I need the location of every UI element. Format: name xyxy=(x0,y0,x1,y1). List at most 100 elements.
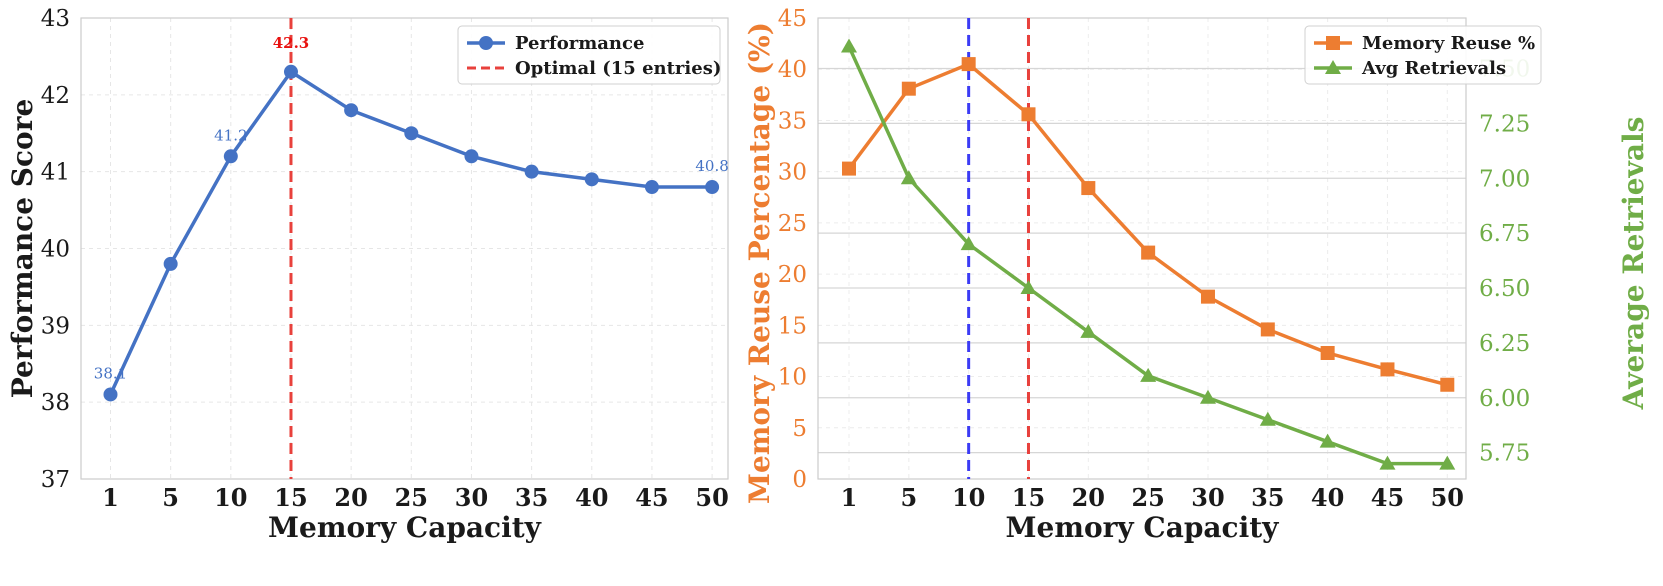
y-right-tick-label: 7.00 xyxy=(1479,166,1530,192)
x-axis-title: Memory Capacity xyxy=(268,511,542,544)
memory-reuse-point xyxy=(1260,322,1275,337)
y-left-tick-label: 0 xyxy=(792,467,807,493)
legend-box xyxy=(1304,25,1542,85)
legend-label-avg-retrievals: Avg Retrievals xyxy=(1361,58,1506,79)
y-right-tick-label: 7.25 xyxy=(1479,111,1530,137)
y-tick-label: 41 xyxy=(41,160,70,186)
memory-reuse-point xyxy=(961,57,976,72)
performance-point xyxy=(584,172,599,187)
performance-point xyxy=(644,180,659,195)
legend-marker-performance xyxy=(479,36,493,50)
x-tick-label: 1 xyxy=(102,483,119,512)
legend-box xyxy=(457,25,721,85)
x-tick-label: 45 xyxy=(635,483,668,512)
x-tick-label: 25 xyxy=(395,483,428,512)
avg-retrievals-point xyxy=(1199,389,1216,404)
chart-memory-reuse: 0510152025303540455.756.006.256.506.757.… xyxy=(743,6,1650,544)
x-tick-label: 20 xyxy=(334,483,367,512)
x-tick-label: 15 xyxy=(274,483,307,512)
x-tick-label: 35 xyxy=(1251,483,1284,512)
y-left-tick-label: 10 xyxy=(778,365,807,391)
memory-reuse-point xyxy=(1141,245,1156,260)
avg-retrievals-point xyxy=(1439,455,1456,470)
avg-retrievals-point xyxy=(1259,411,1276,426)
avg-retrievals-point xyxy=(960,236,977,251)
legend-marker-memory-reuse xyxy=(1326,36,1340,50)
legend-label-performance: Performance xyxy=(515,33,644,54)
performance-point xyxy=(223,149,238,164)
x-tick-label: 35 xyxy=(515,483,548,512)
x-tick-label: 40 xyxy=(575,483,608,512)
memory-reuse-point xyxy=(901,81,916,96)
performance-point xyxy=(283,64,298,79)
memory-reuse-point xyxy=(1440,377,1455,392)
plot-frame xyxy=(817,17,1467,480)
x-tick-label: 5 xyxy=(162,483,179,512)
y-right-tick-label: 6.25 xyxy=(1479,331,1530,357)
y-right-tick-label: 6.00 xyxy=(1479,386,1530,412)
y-left-tick-label: 40 xyxy=(778,57,807,83)
y-right-tick-label: 6.50 xyxy=(1479,276,1530,302)
memory-reuse-point xyxy=(1021,107,1036,122)
y-left-tick-label: 25 xyxy=(778,211,807,237)
y-left-tick-label: 15 xyxy=(778,313,807,339)
x-tick-label: 1 xyxy=(841,483,858,512)
y-left-tick-label: 35 xyxy=(778,108,807,134)
data-label: 40.8 xyxy=(695,157,728,175)
avg-retrievals-point xyxy=(1020,280,1037,295)
y-left-tick-label: 45 xyxy=(778,6,807,32)
avg-retrievals-point xyxy=(1080,323,1097,338)
avg-retrievals-point xyxy=(1140,367,1157,382)
data-label: 38.1 xyxy=(94,364,127,382)
avg-retrievals-point xyxy=(841,38,857,53)
performance-point xyxy=(404,126,419,141)
memory-reuse-point xyxy=(1081,181,1096,196)
legend-marker-avg-retrievals xyxy=(1325,60,1341,74)
y-left-tick-label: 30 xyxy=(778,160,807,186)
y-left-tick-label: 5 xyxy=(792,416,807,442)
y-tick-label: 42 xyxy=(41,83,70,109)
performance-point xyxy=(705,180,720,195)
y-axis-title: Performance Score xyxy=(6,99,39,399)
legend-label-optimal: Optimal (15 entries) xyxy=(515,58,721,79)
y-left-axis-title: Memory Reuse Percentage (%) xyxy=(743,22,776,504)
x-tick-label: 30 xyxy=(455,483,488,512)
y-tick-label: 37 xyxy=(41,467,70,493)
avg-retrievals-point xyxy=(1379,455,1396,470)
avg-retrievals-point xyxy=(1319,433,1336,448)
data-label: 41.2 xyxy=(214,126,247,144)
x-tick-label: 25 xyxy=(1131,483,1164,512)
x-tick-label: 20 xyxy=(1072,483,1105,512)
x-tick-label: 5 xyxy=(900,483,917,512)
memory-reuse-line xyxy=(847,62,1448,387)
performance-point xyxy=(163,256,178,271)
x-tick-label: 10 xyxy=(952,483,985,512)
x-tick-label: 45 xyxy=(1371,483,1404,512)
x-axis-title: Memory Capacity xyxy=(1006,511,1280,544)
performance-point xyxy=(464,149,479,164)
x-tick-label: 50 xyxy=(695,483,728,512)
y-right-tick-label: 5.75 xyxy=(1479,441,1530,467)
x-tick-label: 10 xyxy=(214,483,247,512)
y-tick-label: 39 xyxy=(41,313,70,339)
y-right-tick-label: 6.75 xyxy=(1479,221,1530,247)
memory-reuse-point xyxy=(1200,289,1215,304)
x-tick-label: 15 xyxy=(1012,483,1045,512)
legend-label-memory-reuse: Memory Reuse % xyxy=(1362,33,1535,54)
memory-reuse-point xyxy=(1320,345,1335,360)
avg-retrievals-point xyxy=(900,170,917,185)
plot-frame xyxy=(80,17,729,480)
y-left-tick-label: 20 xyxy=(778,262,807,288)
y-tick-label: 43 xyxy=(41,6,70,32)
performance-point xyxy=(103,387,118,402)
y-tick-label: 40 xyxy=(41,237,70,263)
memory-reuse-point xyxy=(1380,362,1395,377)
y-right-axis-title: Average Retrievals xyxy=(1617,117,1650,411)
x-tick-label: 40 xyxy=(1311,483,1344,512)
data-label: 42.3 xyxy=(273,34,310,52)
x-tick-label: 50 xyxy=(1431,483,1464,512)
performance-point xyxy=(344,103,359,118)
x-tick-label: 30 xyxy=(1191,483,1224,512)
